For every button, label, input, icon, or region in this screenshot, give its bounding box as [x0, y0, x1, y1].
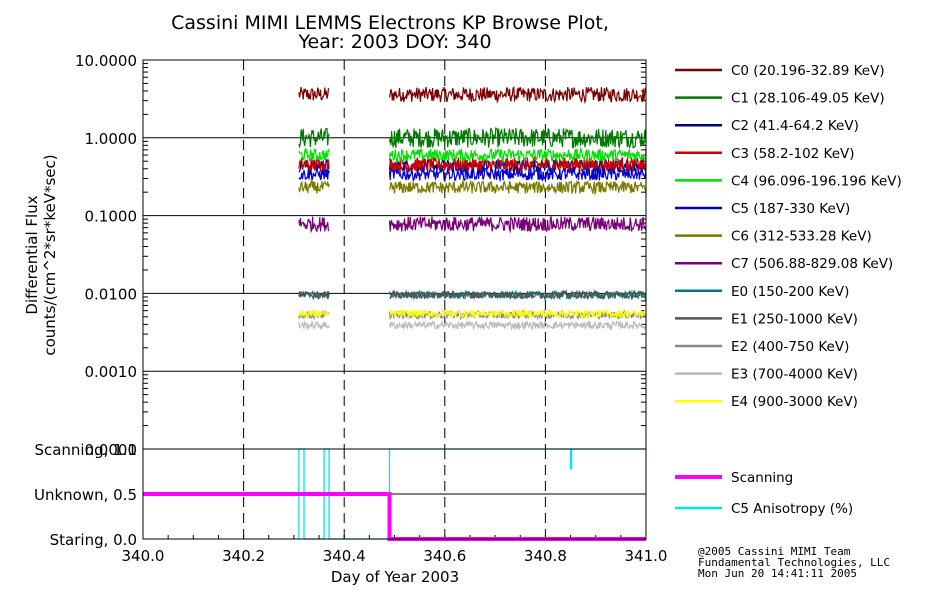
- x-tick-label: 340.8: [524, 547, 567, 565]
- series-line-6: [388, 179, 647, 196]
- series-line-1: [298, 128, 330, 149]
- legend-entry: C7 (506.88-829.08 KeV): [731, 256, 893, 272]
- mode-tick-label: Scanning, 1.0: [34, 441, 137, 459]
- mode-tick-label: Staring, 0.0: [50, 531, 137, 549]
- series-line-12: [389, 307, 647, 320]
- x-tick-label: 341.0: [625, 547, 668, 565]
- series-line-4: [388, 146, 647, 164]
- credit-line: Mon Jun 20 14:41:11 2005: [698, 567, 857, 580]
- legend-entry: C5 Anisotropy (%): [731, 501, 853, 517]
- y-axis-units: counts/(cm^2*sr*keV*sec): [41, 154, 59, 355]
- x-axis-label: Day of Year 2003: [331, 568, 459, 586]
- scanning-line: [143, 492, 646, 541]
- legend-entry: E1 (250-1000 KeV): [731, 311, 858, 327]
- series-line-12: [298, 308, 330, 318]
- series-line-4: [298, 147, 330, 162]
- credits: @2005 Cassini MIMI Team Fundamental Tech…: [698, 545, 890, 580]
- x-tick-label: 340.2: [222, 547, 265, 565]
- legend-entry: E0 (150-200 KeV): [731, 284, 849, 300]
- legend-entry: C2 (41.4-64.2 KeV): [731, 118, 859, 134]
- series-line-6: [298, 180, 330, 194]
- series-line-0: [388, 86, 647, 104]
- legend-entry: E2 (400-750 KeV): [731, 339, 849, 355]
- legend-entry: C4 (96.096-196.196 KeV): [731, 173, 902, 189]
- title-block: Cassini MIMI LEMMS Electrons KP Browse P…: [171, 12, 609, 53]
- series-line-11: [298, 320, 330, 331]
- series-line-3: [298, 157, 330, 173]
- legend-entry: C1 (28.106-49.05 KeV): [731, 91, 885, 107]
- y-tick-label: 10.0000: [75, 52, 137, 70]
- series-line-3: [388, 155, 647, 174]
- series-line-11: [388, 319, 647, 332]
- x-tick-label: 340.6: [423, 547, 466, 565]
- legend-entry: C3 (58.2-102 KeV): [731, 146, 855, 162]
- y-tick-label: 0.0001: [85, 441, 138, 459]
- x-tick-label: 340.0: [122, 547, 165, 565]
- series-line-9: [388, 288, 647, 301]
- series-line-7: [388, 216, 647, 234]
- series-line-10: [388, 309, 647, 321]
- flux-panel: 10.0000 1.0000 0.1000 0.0100 0.0010 0.0001: [75, 52, 647, 459]
- x-tick-label: 340.4: [323, 547, 366, 565]
- series-line-7: [298, 216, 330, 234]
- legend-entry: Scanning: [731, 470, 793, 486]
- legend-entry: E3 (700-4000 KeV): [731, 367, 858, 383]
- flux-plot-frame: [142, 59, 647, 450]
- series-line-5: [298, 166, 330, 183]
- y-axis-title: Differential Flux counts/(cm^2*sr*keV*se…: [23, 154, 59, 355]
- y-axis-label: Differential Flux: [23, 195, 41, 314]
- series-line-2: [388, 158, 647, 174]
- credit-line: @2005 Cassini MIMI Team: [698, 545, 851, 558]
- series-line-0: [298, 86, 330, 101]
- legend-entry: C0 (20.196-32.89 KeV): [731, 63, 885, 79]
- mode-plot-frame: [142, 448, 647, 540]
- y-tick-label: 0.0100: [85, 285, 138, 303]
- legend-entry: C5 (187-330 KeV): [731, 201, 850, 217]
- flux-legend: C0 (20.196-32.89 KeV) C1 (28.106-49.05 Ke…: [675, 63, 902, 410]
- y-tick-label: 0.1000: [85, 208, 138, 226]
- series-line-9: [298, 289, 330, 301]
- credit-line: Fundamental Technologies, LLC: [698, 556, 890, 569]
- y-tick-label: 0.0010: [85, 363, 138, 381]
- mode-legend: Scanning C5 Anisotropy (%): [675, 470, 853, 517]
- chart-subtitle: Year: 2003 DOY: 340: [297, 31, 491, 53]
- series-line-1: [388, 127, 647, 150]
- legend-entry: E4 (900-3000 KeV): [731, 394, 858, 410]
- mode-tick-label: Unknown, 0.5: [34, 486, 137, 504]
- chart-title: Cassini MIMI LEMMS Electrons KP Browse P…: [171, 12, 609, 34]
- y-tick-label: 1.0000: [85, 130, 138, 148]
- series-line-5: [388, 166, 647, 183]
- legend-entry: C6 (312-533.28 KeV): [731, 229, 872, 245]
